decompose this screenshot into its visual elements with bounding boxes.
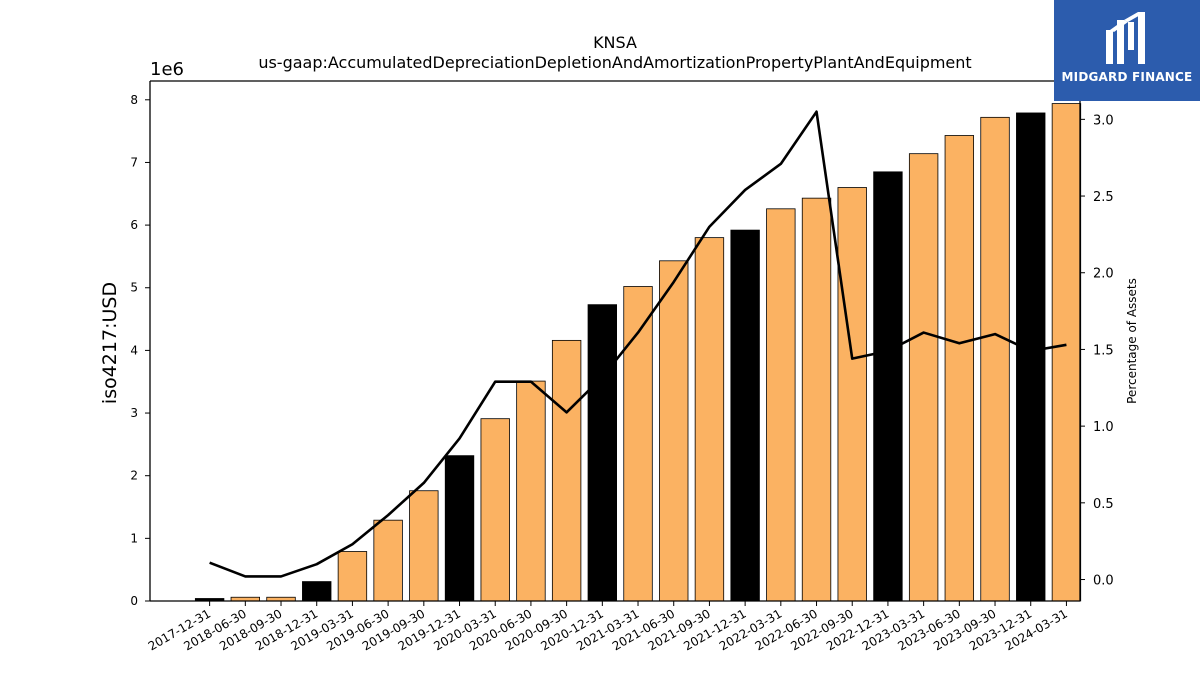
chart-title: KNSA <box>593 33 637 52</box>
bar <box>908 153 939 602</box>
y2-tick-label: 3.0 <box>1093 113 1114 128</box>
bar <box>730 229 760 602</box>
y-tick-label: 0 <box>130 594 138 608</box>
y-multiplier: 1e6 <box>150 59 184 80</box>
bar <box>766 208 796 602</box>
bar <box>980 116 1010 602</box>
y-tick-label: 8 <box>130 93 138 107</box>
bar <box>623 286 653 602</box>
bar <box>944 135 975 602</box>
y2-tick-label: 0.0 <box>1093 574 1114 589</box>
bars <box>194 103 1082 602</box>
y2-tick-label: 1.5 <box>1093 343 1114 358</box>
y-tick-label: 4 <box>130 343 138 357</box>
logo-text: MIDGARD FINANCE <box>1061 70 1193 84</box>
y2-tick-label: 0.5 <box>1093 497 1114 512</box>
y-tick-label: 6 <box>130 218 138 232</box>
bar <box>373 519 403 602</box>
y-tick-label: 3 <box>130 406 138 420</box>
bar <box>444 455 475 602</box>
y-tick-label: 2 <box>130 469 138 483</box>
bar <box>516 380 546 602</box>
bar <box>480 418 510 602</box>
y2-axis-label: Percentage of Assets <box>1125 278 1139 404</box>
logo-mark-icon <box>1106 12 1145 64</box>
percent-series-line <box>209 110 1067 578</box>
bar <box>1051 103 1082 602</box>
bar <box>302 581 332 602</box>
percent-line <box>209 110 1067 578</box>
bar <box>659 260 689 602</box>
bar <box>837 187 867 602</box>
chart-subtitle: us-gaap:AccumulatedDepreciationDepletion… <box>258 53 971 72</box>
midgard-finance-logo: MIDGARD FINANCE <box>1054 0 1200 101</box>
y-tick-label: 7 <box>130 155 138 169</box>
y2-tick-label: 1.0 <box>1093 420 1114 435</box>
y2-tick-label: 2.0 <box>1093 267 1114 282</box>
bar <box>801 197 832 602</box>
bar <box>873 171 903 602</box>
bar <box>1016 112 1046 602</box>
bar <box>551 339 582 602</box>
y-tick-label: 1 <box>130 531 138 545</box>
bar <box>337 551 368 602</box>
y-tick-label: 5 <box>130 281 138 295</box>
y2-tick-label: 2.5 <box>1093 190 1114 205</box>
bar <box>409 490 439 602</box>
bar <box>587 304 618 602</box>
bar <box>694 237 725 602</box>
y-axis-label: iso4217:USD <box>99 282 121 404</box>
